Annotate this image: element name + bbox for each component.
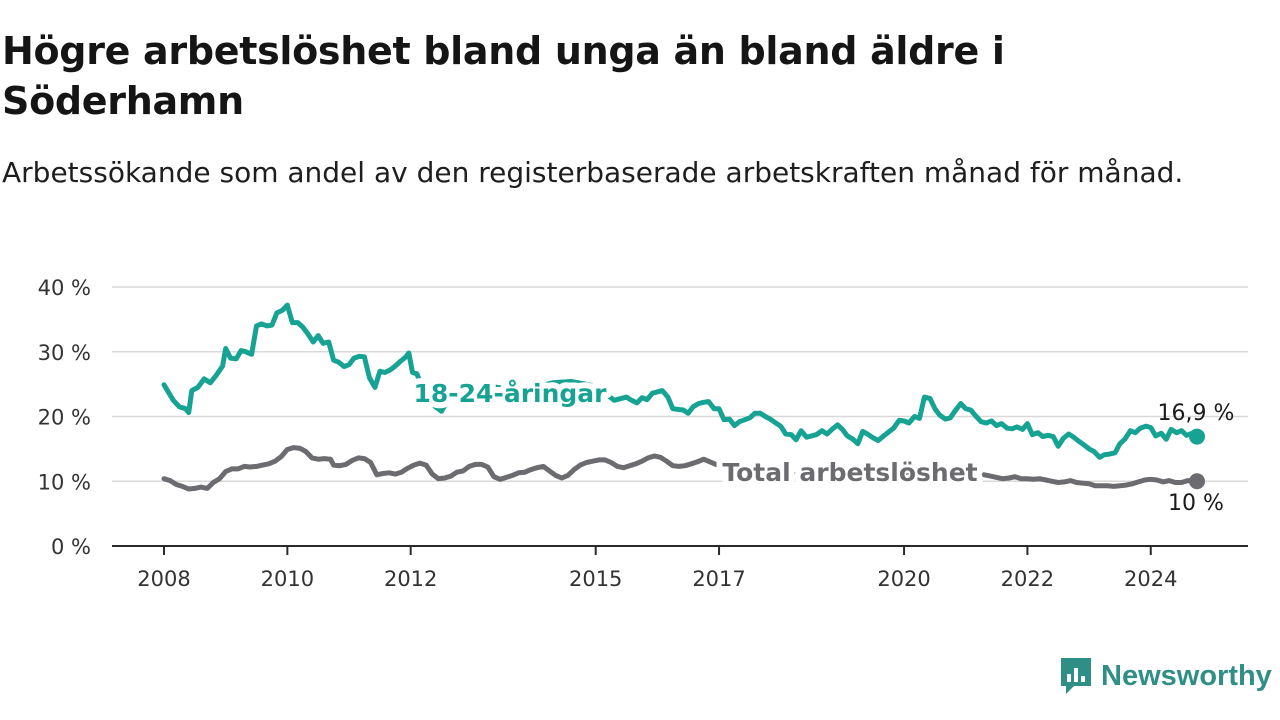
x-tick-label: 2020: [877, 567, 930, 591]
y-tick-label: 20 %: [38, 406, 91, 430]
end-point-marker: [1189, 428, 1205, 445]
series-lines: [161, 302, 1200, 492]
x-tick-label: 2012: [384, 567, 437, 591]
x-tick-label: 2017: [692, 567, 745, 591]
series-label: 18-24-åringar: [414, 379, 608, 408]
y-tick-label: 30 %: [38, 341, 91, 365]
series-line: [161, 445, 1200, 492]
series-label: Total arbetslöshet: [722, 458, 977, 487]
x-tick-label: 2015: [569, 567, 622, 591]
x-tick-label: 2010: [261, 567, 314, 591]
x-tick-label: 2022: [1001, 567, 1054, 591]
end-markers: 16,9 % 10 %: [1158, 401, 1235, 516]
chart-subtitle: Arbetssökande som andel av den registerb…: [2, 156, 1184, 189]
x-tick-label: 2008: [137, 567, 190, 591]
y-tick-label: 10 %: [38, 470, 91, 494]
end-value-label: 16,9 %: [1158, 401, 1235, 426]
y-axis-ticks: 0 % 10 % 20 % 30 % 40 %: [38, 276, 91, 559]
x-axis-ticks: 2008 2010 2012 2015 2017 2020 2022 2024: [137, 546, 1177, 591]
series-line: [161, 302, 1200, 460]
end-value-label: 10 %: [1168, 491, 1224, 516]
y-tick-label: 0 %: [51, 535, 91, 559]
x-tick-label: 2024: [1124, 567, 1177, 591]
end-point-marker: [1189, 473, 1205, 490]
newsworthy-logo-icon: [1061, 658, 1091, 694]
brand-logo: Newsworthy: [1058, 655, 1272, 697]
brand-name: Newsworthy: [1101, 659, 1272, 692]
chart-title: Högre arbetslöshet bland unga än bland ä…: [2, 29, 1005, 123]
y-tick-label: 40 %: [38, 276, 91, 300]
series-labels: 18-24-åringar Total arbetslöshet: [408, 373, 984, 493]
